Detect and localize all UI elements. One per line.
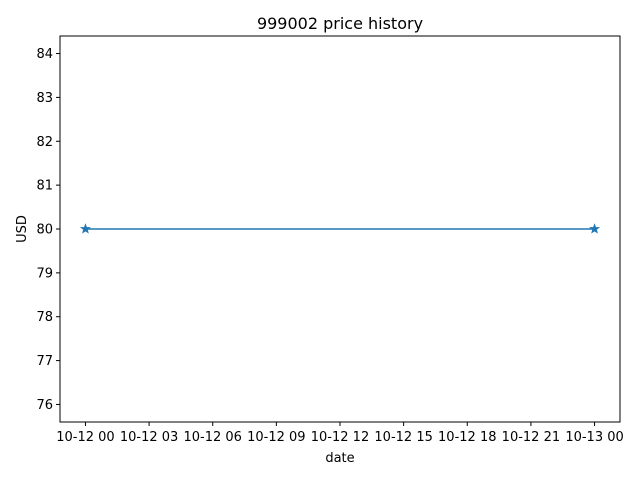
x-axis: 10-12 00 10-12 03 10-12 06 10-12 09 10-12 12… [56,422,624,445]
x-tick-label: 10-13 00 [565,430,623,445]
y-axis: 76 77 78 79 80 81 82 83 84 [36,47,60,413]
x-tick-label: 10-12 12 [311,430,369,445]
x-tick-label: 10-12 06 [184,430,242,445]
x-tick-label: 10-12 21 [502,430,560,445]
y-tick-label: 81 [36,179,53,194]
x-tick-label: 10-12 09 [247,430,305,445]
y-tick-label: 83 [36,91,53,106]
data-point-marker [79,223,91,234]
y-tick-label: 80 [36,223,53,238]
y-tick-label: 77 [36,354,53,369]
series-layer [79,223,601,234]
chart-title: 999002 price history [257,14,423,33]
x-tick-label: 10-12 03 [120,430,178,445]
y-tick-label: 82 [36,135,53,150]
data-point-marker [589,223,601,234]
y-tick-label: 78 [36,310,53,325]
y-tick-label: 79 [36,266,53,281]
y-tick-label: 84 [36,47,53,62]
x-tick-label: 10-12 15 [374,430,432,445]
x-axis-label: date [325,451,354,466]
x-tick-label: 10-12 00 [56,430,114,445]
x-tick-label: 10-12 18 [438,430,496,445]
y-tick-label: 76 [36,398,53,413]
y-axis-label: USD [15,215,30,243]
